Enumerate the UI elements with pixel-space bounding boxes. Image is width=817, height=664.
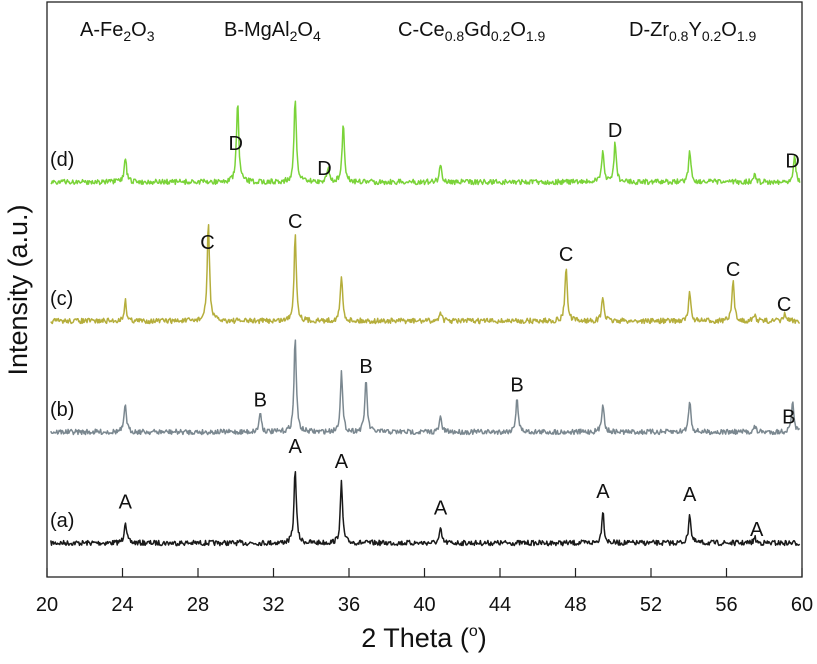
legend-entry-c: C-Ce0.8Gd0.2O1.9 (398, 19, 546, 44)
trace-label-c: (c) (50, 288, 73, 310)
trace-d (50, 100, 801, 186)
x-tick-label-5: 40 (413, 594, 435, 616)
trace-c (50, 223, 800, 325)
peak-label-b: B (254, 390, 267, 412)
trace-label-a: (a) (50, 510, 74, 532)
trace-b (50, 339, 800, 436)
peak-label-a: A (335, 451, 349, 473)
legend-entry-a: A-Fe2O3 (80, 19, 155, 44)
legend-entry-b: B-MgAl2O4 (224, 19, 321, 44)
trace-a (50, 470, 801, 547)
peak-label-d: D (317, 158, 331, 180)
x-tick-label-4: 36 (338, 594, 360, 616)
x-tick-label-10: 60 (791, 594, 813, 616)
x-tick-label-8: 52 (640, 594, 662, 616)
x-tick-label-7: 48 (564, 594, 586, 616)
peak-labels: (a) A A A A A A A (b) B B B B (c) C C C C C (d) D D D D (50, 120, 800, 541)
x-tick-label-9: 56 (715, 594, 737, 616)
trace-label-d: (d) (50, 149, 74, 171)
peak-label-d: D (608, 120, 622, 142)
peak-label-b: B (782, 407, 795, 429)
x-tick-label-3: 32 (262, 594, 284, 616)
peak-label-d: D (785, 151, 799, 173)
y-axis-title: Intensity (a.u.) (3, 204, 33, 375)
peak-label-a: A (683, 484, 697, 506)
xrd-traces (50, 100, 801, 547)
peak-label-c: C (200, 232, 214, 254)
peak-label-c: C (777, 294, 791, 316)
peak-label-a: A (750, 519, 764, 541)
x-tick-label-1: 24 (111, 594, 133, 616)
peak-label-a: A (289, 436, 303, 458)
peak-label-a: A (596, 481, 610, 503)
peak-label-b: B (510, 375, 523, 397)
trace-label-b: (b) (50, 399, 74, 421)
phase-legend: A-Fe2O3 B-MgAl2O4 C-Ce0.8Gd0.2O1.9 D-Zr0.8Y… (80, 19, 757, 44)
peak-label-a: A (434, 498, 448, 520)
peak-label-d: D (229, 133, 243, 155)
legend-entry-d: D-Zr0.8Y0.2O1.9 (629, 19, 757, 44)
x-tick-label-2: 28 (187, 594, 209, 616)
peak-label-c: C (559, 244, 573, 266)
peak-label-b: B (359, 356, 372, 378)
x-axis: 20 24 28 32 36 40 44 48 52 56 60 (36, 568, 813, 616)
peak-label-c: C (726, 259, 740, 281)
x-tick-label-0: 20 (36, 594, 58, 616)
peak-label-c: C (288, 211, 302, 233)
peak-label-a: A (119, 492, 133, 514)
x-tick-label-6: 44 (489, 594, 511, 616)
x-axis-title: 2 Theta (o) (361, 623, 486, 653)
